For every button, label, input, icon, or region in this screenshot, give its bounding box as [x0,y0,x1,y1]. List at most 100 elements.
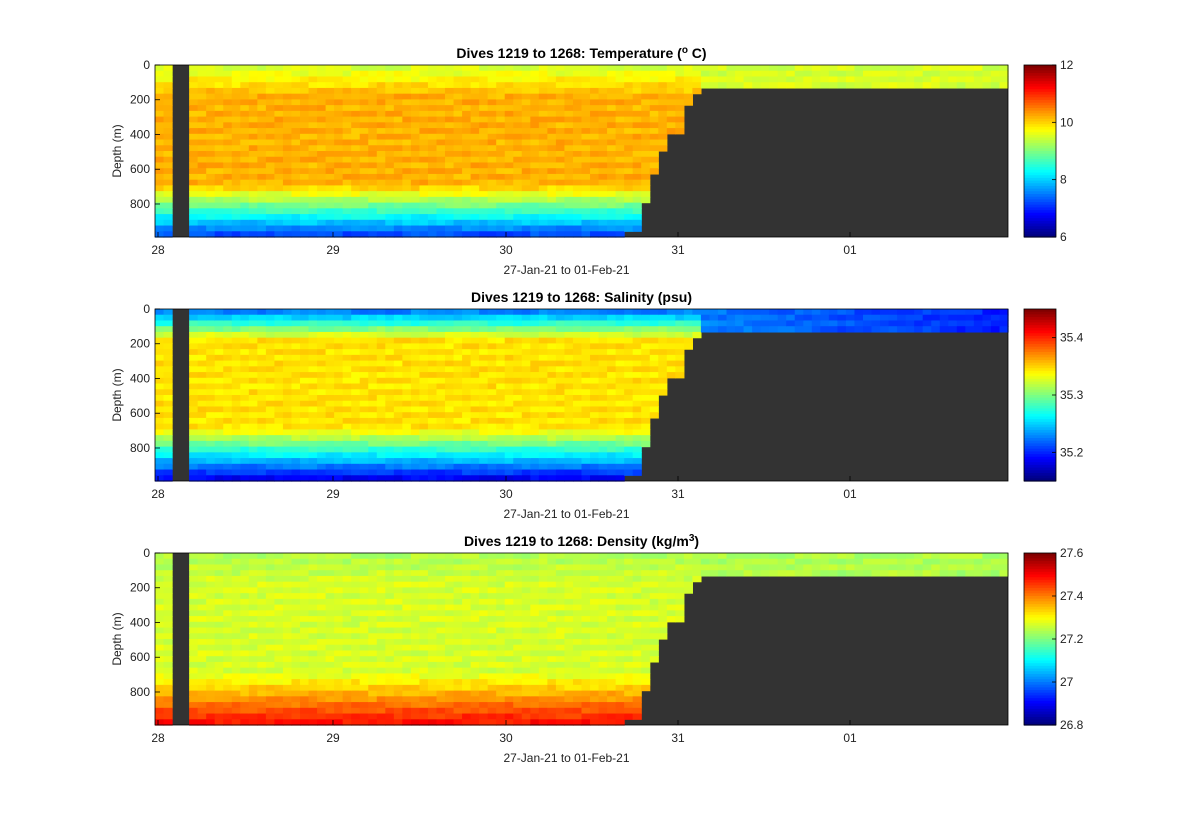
heatmap-cell [257,440,267,448]
heatmap-cell [308,173,318,181]
heatmap-cell [649,110,659,118]
heatmap-cell [163,377,173,385]
heatmap-cell [649,326,659,333]
colorbar-swatch [1024,421,1056,426]
heatmap-cell [504,156,514,164]
heatmap-cell [393,452,403,459]
heatmap-cell [189,587,199,594]
heatmap-cell [402,377,412,385]
heatmap-cell [581,65,591,72]
heatmap-cell [214,633,224,640]
heatmap-cell [282,458,293,465]
heatmap-cell [982,314,992,322]
heatmap-cell [419,179,429,186]
heatmap-cell [300,105,310,112]
heatmap-cell [240,440,250,448]
heatmap-cell [376,377,386,385]
heatmap-cell [257,202,267,209]
heatmap-cell [828,320,838,327]
colorbar-swatch [1024,392,1056,396]
heatmap-cell [564,400,574,408]
heatmap-cell [572,440,583,448]
heatmap-cell [504,372,514,379]
heatmap-cell [402,452,412,459]
heatmap-cell [291,656,301,663]
heatmap-cell [615,110,625,118]
heatmap-cell [410,558,421,566]
heatmap-cell [658,133,668,141]
heatmap-cell [590,412,600,419]
heatmap-cell [445,446,455,453]
heatmap-cell [513,219,523,227]
heatmap-cell [376,429,386,436]
heatmap-cell [274,423,284,430]
heatmap-cell [487,354,497,362]
heatmap-cell [632,389,642,396]
heatmap-cell [368,122,378,129]
heatmap-cell [530,196,540,204]
heatmap-cell [470,122,480,129]
heatmap-cell [206,110,216,118]
heatmap-cell [385,225,395,232]
heatmap-cell [837,320,847,327]
heatmap-cell [368,82,378,89]
heatmap-cell [282,185,293,192]
heatmap-cell [538,366,548,373]
heatmap-cell [453,191,463,198]
heatmap-cell [470,208,480,215]
heatmap-cell [223,185,233,192]
heatmap-cell [291,133,301,141]
heatmap-cell [325,598,335,606]
heatmap-cell [282,372,293,379]
heatmap-cell [300,469,310,476]
heatmap-cell [564,70,574,78]
heatmap-cell [479,122,489,129]
heatmap-cell [155,354,165,362]
heatmap-cell [572,70,583,78]
heatmap-cell [359,145,369,152]
heatmap-cell [410,564,421,571]
heatmap-cell [598,320,608,327]
heatmap-cell [300,587,310,594]
heatmap-cell [368,719,378,726]
heatmap-cell [607,314,617,322]
heatmap-cell [265,412,276,419]
heatmap-cell [496,331,506,339]
heatmap-cell [325,452,335,459]
heatmap-cell [248,650,258,657]
heatmap-cell [555,326,566,333]
heatmap-cell [291,225,301,232]
heatmap-cell [189,656,199,663]
heatmap-cell [402,145,412,152]
heatmap-cell [197,446,207,453]
heatmap-cell [496,343,506,350]
heatmap-cell [214,337,224,344]
heatmap-cell [658,366,668,373]
heatmap-cell [342,463,352,471]
heatmap-cell [197,366,207,373]
heatmap-cell [496,463,506,471]
heatmap-cell [325,87,335,95]
heatmap-cell [427,383,438,390]
heatmap-cell [607,87,617,95]
heatmap-cell [521,458,531,465]
heatmap-cell [257,208,267,215]
heatmap-cell [888,309,898,316]
heatmap-cell [743,314,753,322]
heatmap-cell [453,639,463,646]
heatmap-cell [410,326,421,333]
heatmap-cell [547,417,557,425]
heatmap-cell [436,610,446,617]
heatmap-cell [197,702,207,709]
heatmap-cell [325,604,335,611]
heatmap-cell [359,87,369,95]
heatmap-cell [189,553,199,560]
heatmap-cell [197,349,207,356]
heatmap-cell [206,475,216,482]
heatmap-cell [445,337,455,344]
heatmap-cell [342,639,352,646]
heatmap-cell [189,93,199,100]
heatmap-cell [402,70,412,78]
heatmap-cell [163,679,173,686]
heatmap-cell [376,644,386,652]
